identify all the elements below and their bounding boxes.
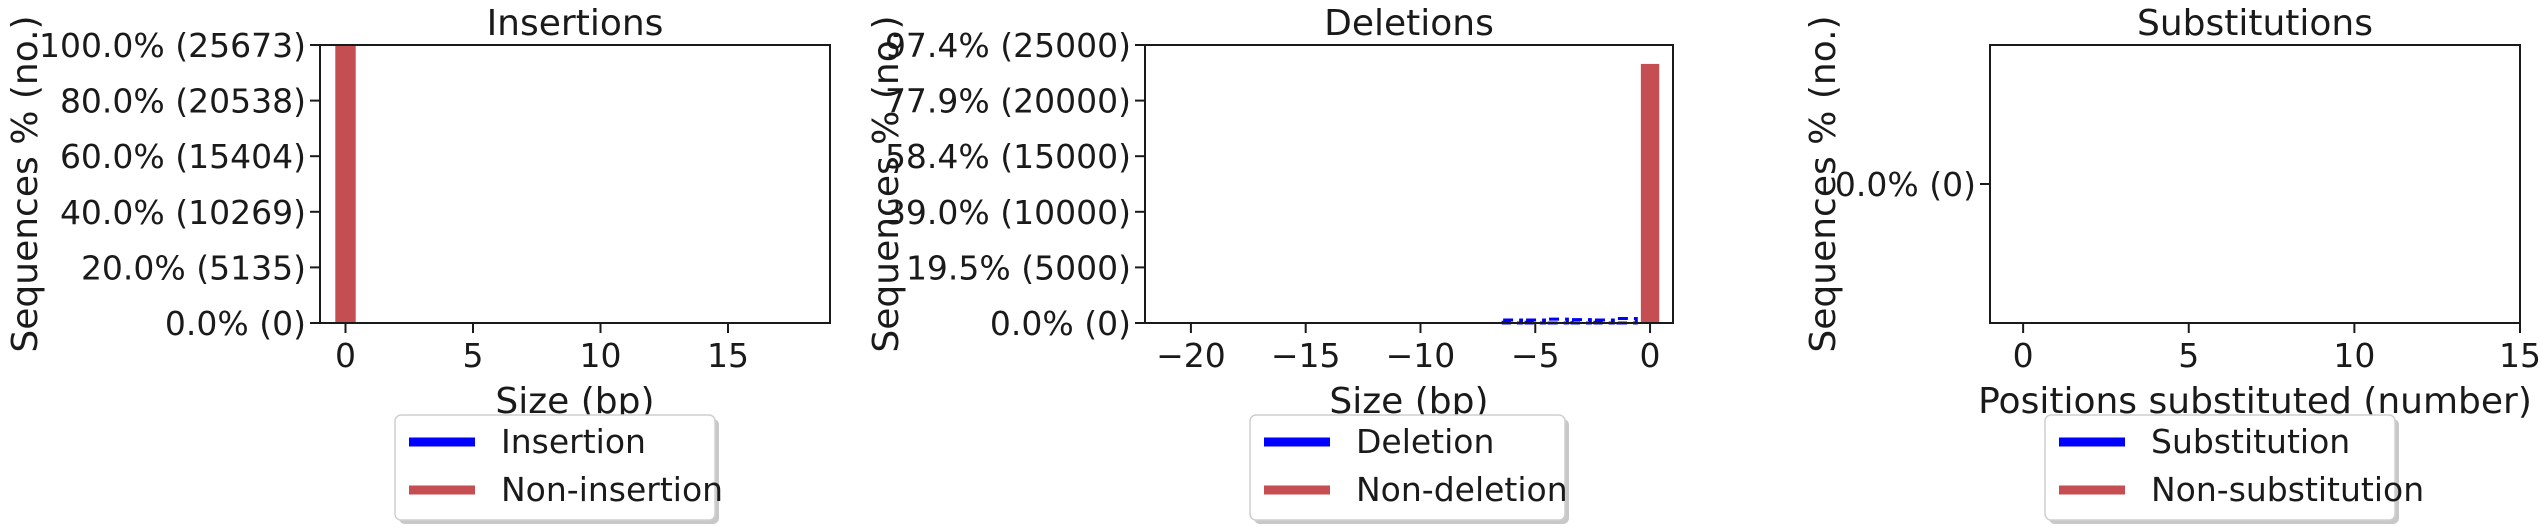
bar-deletion xyxy=(1570,318,1592,325)
y-tick-label: 0.0% (0) xyxy=(1835,165,1976,204)
y-tick-label: 97.4% (25000) xyxy=(885,26,1131,65)
x-tick-label: −15 xyxy=(1271,336,1341,375)
legend: Substitution Non-substitution xyxy=(2044,414,2424,524)
y-axis-label: Sequences % (no.) xyxy=(866,15,907,352)
x-tick-label: −5 xyxy=(1511,336,1560,375)
x-tick-label: −20 xyxy=(1156,336,1226,375)
y-tick-label: 20.0% (5135) xyxy=(81,248,306,287)
x-tick-label: 5 xyxy=(463,336,484,375)
panel-insertions: 0 5 10 15 0.0% (0) 20.0% (5135) 40.0% (10269) 6… xyxy=(5,3,831,524)
bar-deletion xyxy=(1547,317,1569,325)
chart-title: Insertions xyxy=(487,3,664,44)
y-tick-label: 60.0% (15404) xyxy=(60,137,306,176)
panel-deletions: −20 −15 −10 −5 0 0.0% (0) 19.5% (5000) 39.0% (1… xyxy=(866,3,1674,524)
x-tick-label: 0 xyxy=(335,336,356,375)
legend-label: Non-insertion xyxy=(501,470,723,509)
x-tick-label: 10 xyxy=(580,336,622,375)
x-tick-label: 10 xyxy=(2333,336,2375,375)
x-tick-label: 5 xyxy=(2178,336,2199,375)
x-tick-label: −10 xyxy=(1386,336,1456,375)
legend-label: Substitution xyxy=(2151,422,2350,461)
legend-label: Non-deletion xyxy=(1356,470,1568,509)
y-tick-label: 100.0% (25673) xyxy=(39,26,306,65)
legend: Insertion Non-insertion xyxy=(394,414,723,524)
axes-frame xyxy=(1144,44,1674,324)
chart-title: Deletions xyxy=(1324,3,1494,44)
chart-title: Substitutions xyxy=(2137,3,2373,44)
bar-deletion xyxy=(1501,318,1523,325)
y-tick-label: 39.0% (10000) xyxy=(885,193,1131,232)
y-tick-label: 40.0% (10269) xyxy=(60,193,306,232)
legend: Deletion Non-deletion xyxy=(1249,414,1569,524)
y-tick-label: 80.0% (20538) xyxy=(60,82,306,121)
y-axis-label: Sequences % (no.) xyxy=(5,15,46,352)
bar-deletion xyxy=(1593,318,1615,325)
x-tick-label: 15 xyxy=(2499,336,2540,375)
x-tick-label: 0 xyxy=(2013,336,2034,375)
bar-non-insertion xyxy=(335,45,356,323)
y-tick-label: 58.4% (15000) xyxy=(885,137,1131,176)
y-tick-label: 0.0% (0) xyxy=(165,304,306,343)
legend-label: Non-substitution xyxy=(2151,470,2424,509)
x-tick-label: 15 xyxy=(707,336,749,375)
axes-frame xyxy=(319,44,831,324)
bar-deletion xyxy=(1524,318,1546,325)
y-tick-label: 0.0% (0) xyxy=(990,304,1131,343)
y-axis-label: Sequences % (no.) xyxy=(1803,15,1844,352)
bar-non-deletion xyxy=(1640,63,1660,324)
legend-label: Insertion xyxy=(501,422,646,461)
axes-frame xyxy=(1989,44,2521,324)
legend-label: Deletion xyxy=(1356,422,1494,461)
bar-deletion xyxy=(1616,317,1638,325)
legend-box xyxy=(2044,414,2396,521)
x-tick-label: 0 xyxy=(1640,336,1661,375)
y-tick-label: 77.9% (20000) xyxy=(885,82,1131,121)
y-tick-label: 19.5% (5000) xyxy=(906,248,1131,287)
